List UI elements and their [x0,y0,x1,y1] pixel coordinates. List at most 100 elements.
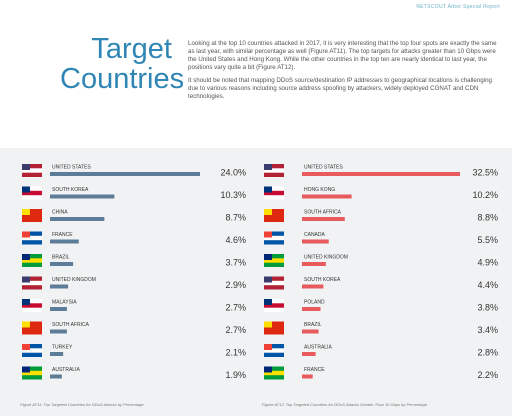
figure-caption: Figure AT12: Top Targeted Countries for … [262,402,428,407]
value-label: 10.3% [220,190,246,200]
flag [264,276,272,283]
value-label: 4.6% [225,235,246,245]
flag [22,303,42,308]
flag [264,280,284,286]
category-label: BRAZIL [52,254,70,260]
flag [264,325,284,331]
flag [22,190,42,196]
flag [264,235,284,241]
flag [22,366,30,373]
value-label: 2.1% [225,347,246,357]
category-label: TURKEY [52,344,73,350]
bar [50,262,74,266]
value-label: 2.9% [225,280,246,290]
bar [302,262,326,266]
flag [264,348,284,353]
bar [302,217,345,221]
flag [264,299,272,305]
bar [302,172,460,176]
bar [302,352,316,356]
bar [50,217,105,221]
category-label: SOUTH AFRICA [304,209,342,215]
category-label: CANADA [304,232,326,238]
value-label: 2.2% [477,370,498,380]
category-label: POLAND [304,299,325,305]
flag [264,258,284,263]
flag [264,190,284,196]
category-label: MALAYSIA [52,299,77,305]
bar [50,329,67,334]
flag [22,321,30,328]
bar [50,172,200,176]
flag [22,213,42,218]
value-label: 2.7% [225,302,246,312]
flag [264,209,272,215]
flag [264,366,272,373]
value-label: 3.7% [225,257,246,267]
flag [22,258,42,263]
category-label: BRAZIL [304,322,322,328]
value-label: 3.8% [477,302,498,312]
flag [22,235,42,241]
bar [302,307,321,311]
flag [264,370,284,376]
paragraph: It should be noted that mapping DDoS sou… [188,77,492,100]
value-label: 3.4% [477,325,498,335]
bar [302,194,352,199]
flag [264,168,284,173]
category-label: FRANCE [304,367,325,373]
category-label: HONG KONG [304,187,335,193]
value-label: 8.7% [225,212,246,222]
bar [50,374,62,379]
flag [264,344,272,350]
value-label: 32.5% [472,167,498,177]
bar [302,239,329,244]
page-title: Target Countries [60,33,185,95]
category-label: AUSTRALIA [52,367,80,373]
paragraph: Looking at the top 10 countries attacked… [188,40,497,71]
bar [50,239,79,244]
bar [302,284,324,289]
value-label: 4.4% [477,280,498,290]
value-label: 10.2% [472,190,498,200]
category-label: UNITED KINGDOM [304,254,348,260]
flag [22,168,42,173]
category-label: UNITED STATES [304,164,343,170]
flag [264,186,272,193]
flag [264,164,272,170]
body-text: Looking at the top 10 countries attacked… [188,40,500,106]
value-label: 2.7% [225,325,246,335]
bar [302,374,313,379]
flag [22,254,30,260]
value-label: 24.0% [220,167,246,177]
value-label: 8.8% [477,212,498,222]
category-label: UNITED STATES [52,164,91,170]
flag [22,299,30,305]
bar [50,307,67,311]
bar [302,329,319,334]
flag [22,280,42,286]
bar [50,352,64,356]
category-label: CHINA [52,209,68,215]
flag [264,231,272,238]
flag [22,209,30,215]
category-label: SOUTH KOREA [304,277,341,283]
flag [22,186,30,193]
value-label: 4.9% [477,257,498,267]
flag [22,348,42,353]
category-label: SOUTH KOREA [52,187,89,193]
flag [22,370,42,376]
flag [264,254,272,260]
figure-caption: Figure AT11: Top Targeted Countries for … [20,402,144,407]
category-label: AUSTRALIA [304,344,332,350]
category-label: FRANCE [52,232,73,238]
chart-band [0,148,512,416]
bar [50,194,115,199]
value-label: 2.8% [477,347,498,357]
flag [264,321,272,328]
flag [264,213,284,218]
bar [50,284,69,289]
flag [22,344,30,350]
